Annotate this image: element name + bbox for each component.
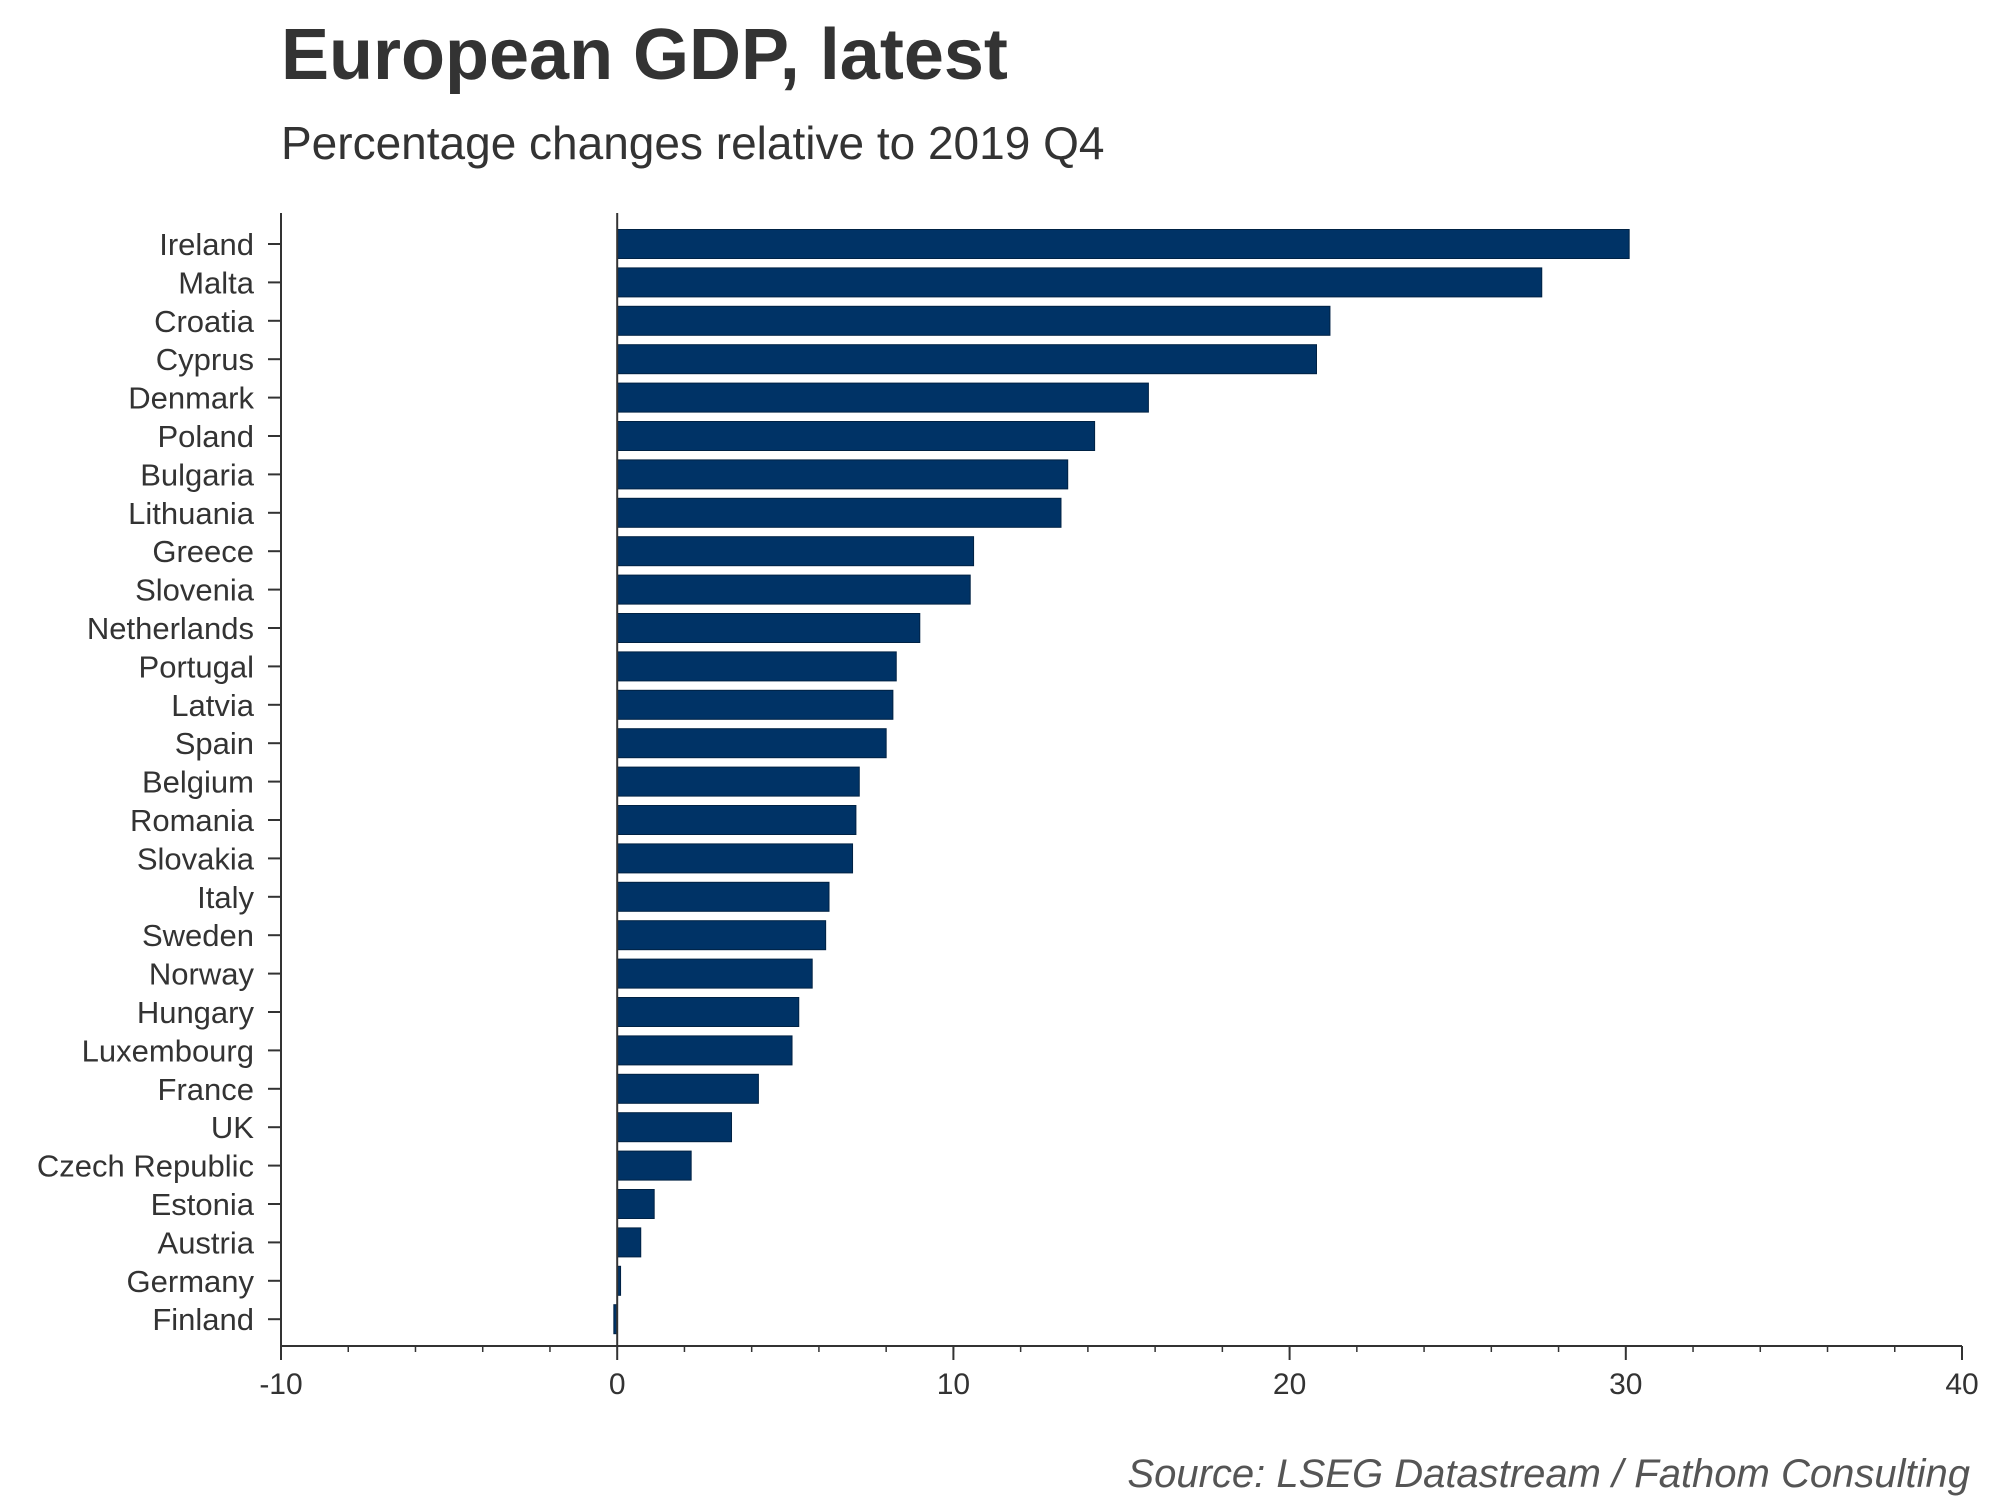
- bar-spain: [616, 728, 887, 759]
- category-label-uk: UK: [211, 1110, 254, 1145]
- category-label-malta: Malta: [178, 265, 255, 300]
- bar-romania: [616, 805, 857, 835]
- bars-group: [613, 229, 1630, 1335]
- category-label-sweden: Sweden: [142, 918, 254, 953]
- chart-title: European GDP, latest: [281, 15, 1008, 95]
- bar-sweden: [616, 920, 827, 951]
- bar-netherlands: [616, 613, 921, 643]
- category-label-germany: Germany: [127, 1264, 255, 1299]
- bar-slovenia: [616, 574, 971, 605]
- x-tick-label: 20: [1273, 1368, 1306, 1401]
- bar-uk: [616, 1112, 733, 1143]
- bar-greece: [616, 536, 975, 567]
- category-label-romania: Romania: [130, 803, 255, 838]
- bar-ireland: [616, 229, 1630, 259]
- category-label-ireland: Ireland: [159, 227, 254, 262]
- category-label-denmark: Denmark: [128, 381, 254, 416]
- category-label-latvia: Latvia: [171, 688, 254, 723]
- x-tick-label: 40: [1945, 1368, 1978, 1401]
- category-label-austria: Austria: [158, 1225, 255, 1260]
- bar-croatia: [616, 305, 1331, 336]
- bar-austria: [616, 1227, 642, 1258]
- bar-bulgaria: [616, 459, 1069, 490]
- category-label-croatia: Croatia: [154, 304, 255, 339]
- category-label-czech-republic: Czech Republic: [37, 1149, 254, 1184]
- bar-estonia: [616, 1189, 655, 1219]
- category-label-hungary: Hungary: [137, 995, 255, 1030]
- x-tick-labels: -10 0 10 20 30 40: [259, 1368, 1978, 1401]
- category-label-luxembourg: Luxembourg: [82, 1033, 254, 1068]
- category-label-netherlands: Netherlands: [87, 611, 254, 646]
- bar-poland: [616, 421, 1096, 451]
- bar-italy: [616, 881, 830, 912]
- bar-malta: [616, 267, 1543, 298]
- bar-slovakia: [616, 843, 854, 874]
- category-label-lithuania: Lithuania: [128, 496, 255, 531]
- category-label-greece: Greece: [152, 534, 254, 569]
- bar-luxembourg: [616, 1035, 793, 1066]
- bar-hungary: [616, 997, 800, 1027]
- category-label-norway: Norway: [149, 957, 255, 992]
- bar-cyprus: [616, 344, 1317, 375]
- category-label-slovenia: Slovenia: [135, 573, 255, 608]
- bar-lithuania: [616, 497, 1062, 528]
- x-tick-label: 10: [937, 1368, 970, 1401]
- bar-norway: [616, 958, 813, 989]
- axes-group: [268, 213, 1963, 1360]
- category-label-estonia: Estonia: [151, 1187, 255, 1222]
- bar-france: [616, 1073, 759, 1104]
- category-label-italy: Italy: [197, 880, 254, 915]
- category-label-spain: Spain: [175, 726, 254, 761]
- chart-subtitle: Percentage changes relative to 2019 Q4: [281, 117, 1105, 169]
- category-label-portugal: Portugal: [139, 649, 254, 684]
- category-label-finland: Finland: [152, 1302, 254, 1337]
- x-tick-label: 0: [609, 1368, 626, 1401]
- category-label-france: France: [158, 1072, 254, 1107]
- bar-belgium: [616, 766, 860, 797]
- bar-portugal: [616, 651, 897, 682]
- category-label-slovakia: Slovakia: [137, 841, 255, 876]
- category-label-belgium: Belgium: [142, 765, 254, 800]
- bar-denmark: [616, 382, 1149, 413]
- category-label-bulgaria: Bulgaria: [140, 457, 254, 492]
- category-label-poland: Poland: [157, 419, 254, 454]
- x-tick-label: -10: [259, 1368, 302, 1401]
- category-label-cyprus: Cyprus: [156, 342, 254, 377]
- bar-czech-republic: [616, 1150, 692, 1181]
- source-note: Source: LSEG Datastream / Fathom Consult…: [1127, 1452, 1970, 1496]
- x-tick-label: 30: [1609, 1368, 1642, 1401]
- bar-latvia: [616, 689, 894, 720]
